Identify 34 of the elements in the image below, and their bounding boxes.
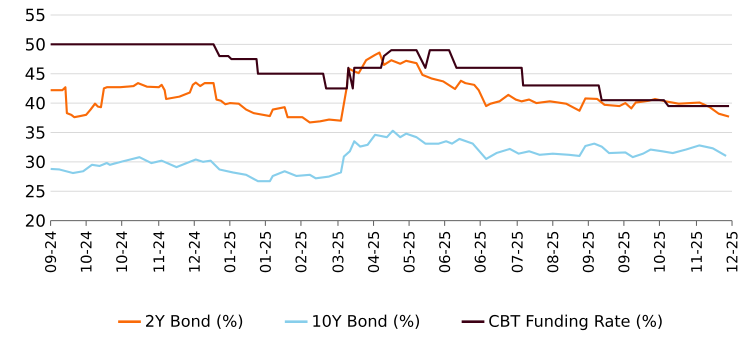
y-tick-label: 55: [26, 8, 44, 21]
y-tick-label: 35: [26, 126, 44, 139]
x-tick-label: 12-24: [188, 231, 200, 272]
x-tick-label: 05-25: [404, 232, 415, 272]
x-tick-label: 08-25: [547, 232, 558, 272]
x-tick-label: 10-25: [654, 232, 665, 272]
line-series: [50, 43, 730, 107]
y-tick-label: 20: [26, 214, 45, 227]
x-tick-label: 09-25: [582, 232, 594, 272]
legend-label: 10Y Bond (%): [313, 314, 420, 329]
x-tick-label: 06-25: [474, 232, 486, 272]
x-tick-label: 07-25: [512, 232, 523, 272]
x-tick-label: 11-24: [153, 231, 164, 272]
x-tick-label: 01-25: [224, 232, 236, 272]
x-tick-label: 10-24: [80, 231, 92, 272]
x-tick-label: 01-25: [260, 232, 271, 272]
x-tick-label: 03-25: [332, 232, 344, 272]
y-tick-label: 50: [26, 38, 45, 50]
x-tick-label: 09-24: [45, 231, 56, 272]
y-tick-label: 25: [26, 184, 44, 198]
line-series: [50, 51, 730, 124]
y-tick-label: 40: [26, 96, 45, 110]
y-tick-label: 45: [26, 67, 44, 80]
x-tick-label: 06-25: [439, 232, 450, 272]
legend-label: CBT Funding Rate (%): [489, 314, 662, 330]
x-tick-label: 02-25: [295, 232, 306, 272]
x-tick-label: 04-25: [368, 232, 380, 272]
x-tick-label: 12-25: [726, 232, 738, 272]
legend-label: 2Y Bond (%): [146, 314, 242, 329]
y-tick-label: 30: [26, 155, 45, 168]
x-tick-label: 11-25: [690, 232, 702, 272]
line-series: [50, 129, 728, 182]
x-tick-label: 10-24: [116, 231, 128, 272]
x-tick-label: 09-25: [618, 232, 630, 272]
